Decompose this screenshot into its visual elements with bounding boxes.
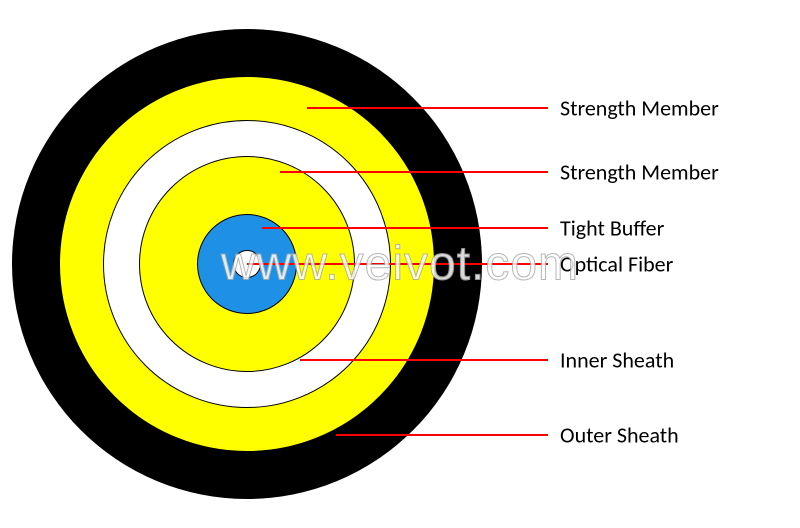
leader-line <box>247 263 548 265</box>
callout-label: Tight Buffer <box>560 215 664 242</box>
leader-line <box>336 434 548 436</box>
callout-label: Outer Sheath <box>560 422 679 449</box>
callout-label: Optical Fiber <box>560 251 673 278</box>
leader-line <box>307 107 548 109</box>
callout-label: Inner Sheath <box>560 347 674 374</box>
leader-line <box>280 171 548 173</box>
callout-label: Strength Member <box>560 95 719 122</box>
leader-line <box>300 359 548 361</box>
callout-label: Strength Member <box>560 159 719 186</box>
leader-line <box>262 227 548 229</box>
cable-cross-section-diagram: Strength Member Strength Member Tight Buff… <box>0 0 800 528</box>
